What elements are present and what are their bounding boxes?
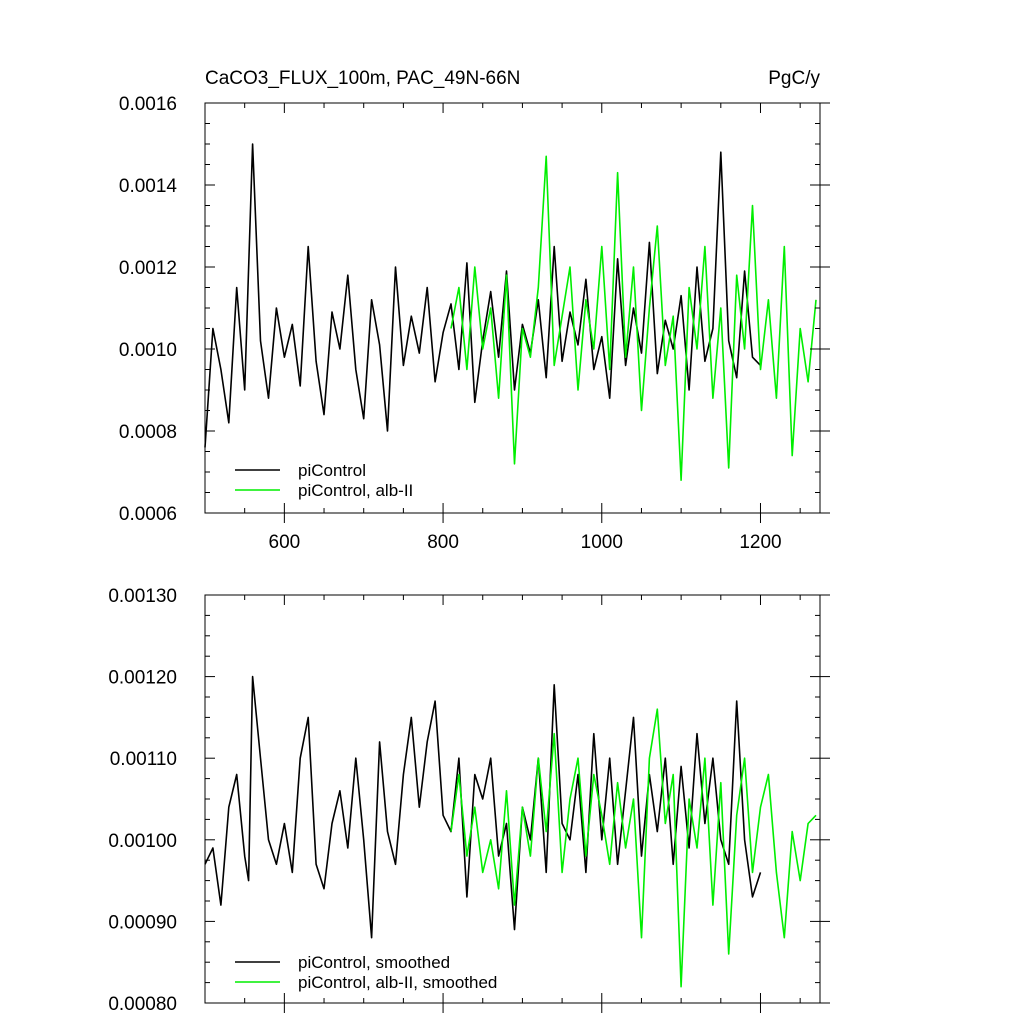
bottom-panel: 0.00080 0.00090 0.00100 0.00110 0.00120 0.001…: [108, 586, 830, 1015]
y-tick-label: 0.0008: [119, 422, 177, 443]
legend-label-picontrol: piControl: [298, 461, 366, 480]
series-line-1: [450, 708, 817, 988]
series-line-1: [450, 155, 817, 482]
y-tick-label: 0.00120: [108, 668, 177, 689]
bottom-plot-marks: [204, 675, 817, 988]
y-tick-label: 0.0006: [119, 504, 177, 525]
x-tick-label: 800: [427, 532, 459, 553]
x-tick-label: 1200: [739, 532, 781, 553]
legend-label-picontrol-alb-ii: piControl, alb-II: [298, 481, 413, 500]
y-tick-label: 0.0016: [119, 94, 177, 115]
top-legend: piControl piControl, alb-II: [235, 461, 413, 500]
y-tick-label: 0.00090: [108, 912, 177, 933]
y-tick-label: 0.0010: [119, 340, 177, 361]
chart-title: CaCO3_FLUX_100m, PAC_49N-66N: [205, 68, 520, 89]
bottom-axis-ticks: [205, 594, 830, 1013]
legend-label-picontrol-smoothed: piControl, smoothed: [298, 953, 450, 972]
top-panel: CaCO3_FLUX_100m, PAC_49N-66N PgC/y 600 80…: [119, 68, 830, 553]
legend-label-picontrol-alb-ii-smoothed: piControl, alb-II, smoothed: [298, 973, 497, 992]
bottom-tick-labels: 0.00080 0.00090 0.00100 0.00110 0.00120 0.001…: [108, 586, 177, 1015]
x-tick-label: 600: [269, 532, 301, 553]
y-tick-label: 0.0012: [119, 258, 177, 279]
top-plot-marks: [204, 143, 817, 482]
y-tick-label: 0.00130: [108, 586, 177, 607]
top-tick-labels: 600 800 1000 1200 0.0006 0.0008 0.0010 0.0012 0.…: [119, 94, 782, 553]
x-tick-label: 1000: [581, 532, 623, 553]
bottom-legend: piControl, smoothed piControl, alb-II, s…: [235, 953, 497, 992]
y-tick-label: 0.00110: [110, 749, 177, 770]
y-tick-label: 0.0014: [119, 176, 178, 197]
y-tick-label: 0.00080: [108, 994, 177, 1015]
series-line-0: [204, 675, 762, 939]
y-tick-label: 0.00100: [108, 831, 177, 852]
top-axis-ticks: [205, 102, 830, 523]
units-label: PgC/y: [768, 68, 820, 89]
